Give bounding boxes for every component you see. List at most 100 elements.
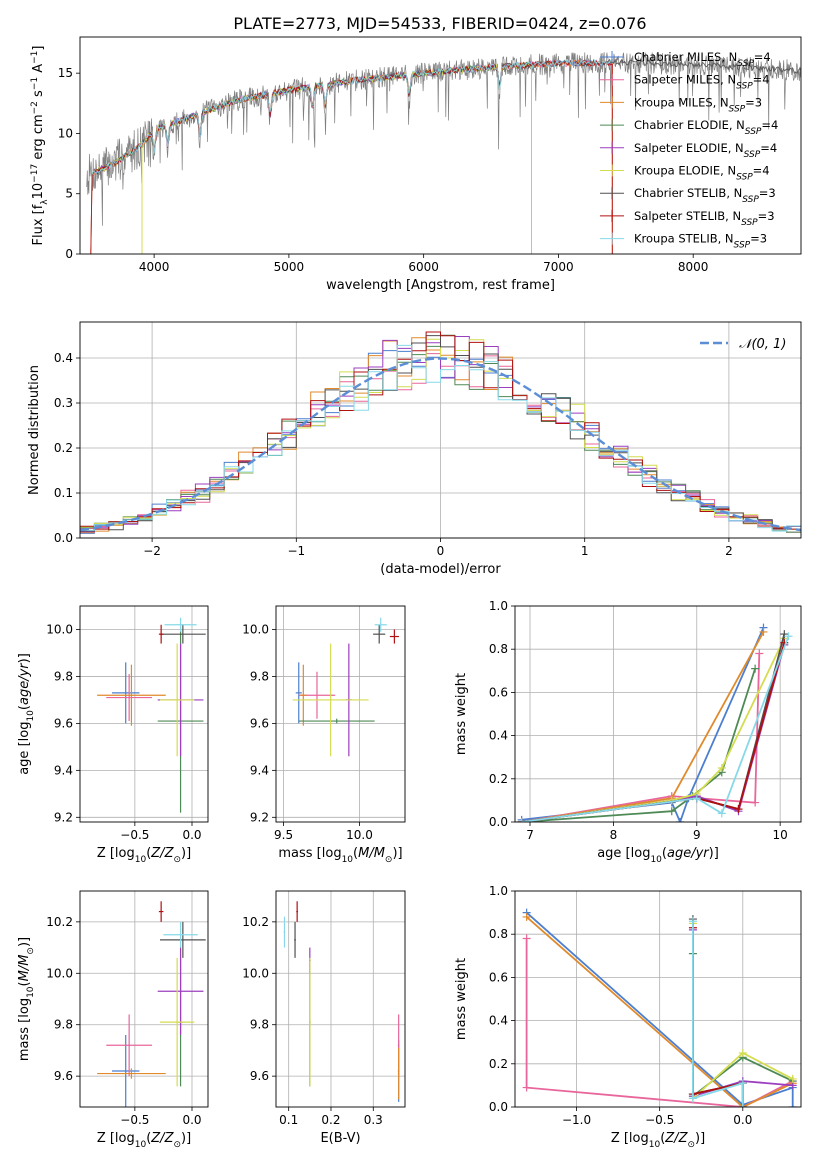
x-axis-label: (data-model)/error <box>380 562 501 577</box>
y-tick-label: 1.0 <box>489 599 508 613</box>
marker-chabrier-miles <box>676 818 685 822</box>
x-tick-label: 1 <box>581 544 589 558</box>
x-tick-label: 0.3 <box>364 1113 383 1127</box>
x-tick-label: 9 <box>693 828 701 842</box>
legend-label: Kroupa ELODIE, NSSP=4 <box>634 164 770 183</box>
series-salpeter-miles <box>525 938 794 1107</box>
x-tick-label: 7 <box>526 828 534 842</box>
panel-spectrum: 4000 5000 6000 7000 8000 0 5 10 15 wavelength [An… <box>30 36 802 293</box>
x-tick-label: 2 <box>725 544 733 558</box>
y-tick-label: 1.0 <box>489 884 508 898</box>
y-tick-label: 9.2 <box>250 810 269 824</box>
panel-age-vs-mass: 9.5 10.0 9.2 9.4 9.6 9.8 10.0 mass [log10(M/M⊙)… <box>242 605 406 865</box>
marker-chabrier-stelib <box>780 630 789 639</box>
x-tick-label: 8 <box>610 828 618 842</box>
y-tick-label: 0.3 <box>54 396 73 410</box>
normal-curve <box>80 357 801 532</box>
plot-area <box>86 52 801 254</box>
marker-kroupa-miles <box>522 912 531 921</box>
x-tick-label: 9.5 <box>274 828 293 842</box>
y-tick-label: 9.6 <box>54 1069 73 1083</box>
y-tick-label: 0 <box>65 247 73 261</box>
y-tick-label: 10.2 <box>242 915 269 929</box>
series-kroupa-miles <box>521 631 765 822</box>
model-kroupa-elodie-line <box>92 62 532 254</box>
x-tick-label: −0.5 <box>120 828 149 842</box>
y-tick-label: 0.0 <box>489 1100 508 1114</box>
panel-age-vs-Z: −0.5 0.0 9.2 9.4 9.6 9.8 10.0 Z [log10(Z/Z⊙)] ag… <box>17 605 209 865</box>
marker-chabrier-miles <box>788 1103 797 1107</box>
panel-mass-weight-vs-age: 7 8 9 10 0.0 0.2 0.4 0.6 0.8 1.0 age [log10(age/yr… <box>454 599 802 865</box>
legend-label: Salpeter ELODIE, NSSP=4 <box>634 141 777 160</box>
series-chabrier-miles <box>526 911 794 1107</box>
y-tick-label: 15 <box>58 66 73 80</box>
x-axis-label: Z [log10(Z/Z⊙)] <box>97 1131 191 1150</box>
y-tick-label: 9.8 <box>54 1018 73 1032</box>
x-tick-label: −0.5 <box>645 1113 674 1127</box>
model-kroupa-stelib-line <box>91 58 613 175</box>
x-axis-label: age [log10(age/yr)] <box>597 846 719 865</box>
x-tick-label: 7000 <box>543 260 574 274</box>
marker-kroupa-stelib <box>517 818 526 822</box>
y-tick-label: 0.2 <box>489 772 508 786</box>
y-tick-label: 0.0 <box>54 531 73 545</box>
x-tick-label: 6000 <box>408 260 439 274</box>
y-tick-label: 10.0 <box>46 622 73 636</box>
y-tick-label: 9.6 <box>250 1069 269 1083</box>
x-tick-label: 10.0 <box>346 828 373 842</box>
y-tick-label: 9.4 <box>250 763 269 777</box>
y-tick-label: 5 <box>65 187 73 201</box>
marker-salpeter-miles <box>751 798 760 807</box>
marker-chabrier-elodie <box>667 807 676 816</box>
marker-salpeter-miles <box>755 649 764 658</box>
axes-frame <box>79 36 802 255</box>
plot-area <box>97 617 206 813</box>
legend-label: Chabrier MILES, NSSP=4 <box>634 50 771 69</box>
y-axis-label: Normed distribution <box>27 365 42 495</box>
plot-area <box>517 623 793 822</box>
legend-label: Chabrier STELIB, NSSP=3 <box>634 186 776 205</box>
y-tick-label: 0.2 <box>54 441 73 455</box>
plot-area <box>283 901 400 1102</box>
series-salpeter-stelib <box>692 927 744 1107</box>
y-tick-label: 10.2 <box>46 915 73 929</box>
y-tick-label: 0.4 <box>489 729 508 743</box>
x-axis-label: Z [log10(Z/Z⊙)] <box>97 846 191 865</box>
plot-area <box>292 617 399 757</box>
legend-label: Salpeter MILES, NSSP=4 <box>634 73 770 92</box>
panel-mass-vs-Z: −0.5 0.0 9.6 9.8 10.0 10.2 Z [log10(Z/Z⊙)] mass… <box>17 890 209 1150</box>
axes-frame <box>79 605 209 823</box>
y-axis-label: age [log10(age/yr)] <box>17 653 36 775</box>
y-tick-label: 0.0 <box>489 815 508 829</box>
y-tick-label: 10 <box>58 126 73 140</box>
y-tick-label: 0.2 <box>489 1057 508 1071</box>
y-tick-label: 0.6 <box>489 970 508 984</box>
legend-label: Kroupa STELIB, NSSP=3 <box>634 232 767 251</box>
x-axis-label: wavelength [Angstrom, rest frame] <box>326 278 555 293</box>
y-tick-label: 9.6 <box>250 716 269 730</box>
series-salpeter-miles <box>521 653 761 822</box>
legend-label: 𝒩(0, 1) <box>739 337 786 352</box>
x-tick-label: −1 <box>287 544 305 558</box>
x-tick-label: 0 <box>437 544 445 558</box>
y-tick-label: 0.4 <box>489 1014 508 1028</box>
x-tick-label: 0.1 <box>279 1113 298 1127</box>
y-tick-label: 9.8 <box>54 669 73 683</box>
marker-kroupa-elodie <box>738 1049 747 1057</box>
x-tick-label: −0.5 <box>120 1113 149 1127</box>
marker-kroupa-stelib <box>688 917 697 926</box>
marker-kroupa-stelib <box>738 1079 747 1088</box>
y-tick-label: 9.4 <box>54 763 73 777</box>
marker-kroupa-miles <box>759 627 768 636</box>
marker-kroupa-stelib <box>717 809 726 818</box>
plot-area <box>80 331 801 534</box>
y-tick-label: 9.8 <box>250 669 269 683</box>
y-axis-label: Flux [fλ10−17 erg cm−2 s−1 A−1] <box>30 46 50 246</box>
histogram-kroupa-elodie <box>80 338 801 530</box>
x-tick-label: 8000 <box>678 260 709 274</box>
x-tick-label: 10 <box>773 828 788 842</box>
x-tick-label: −1.0 <box>562 1113 591 1127</box>
y-axis-label: mass [log10(M/M⊙)] <box>17 937 36 1061</box>
figure-title: PLATE=2773, MJD=54533, FIBERID=0424, z=0… <box>233 14 646 33</box>
